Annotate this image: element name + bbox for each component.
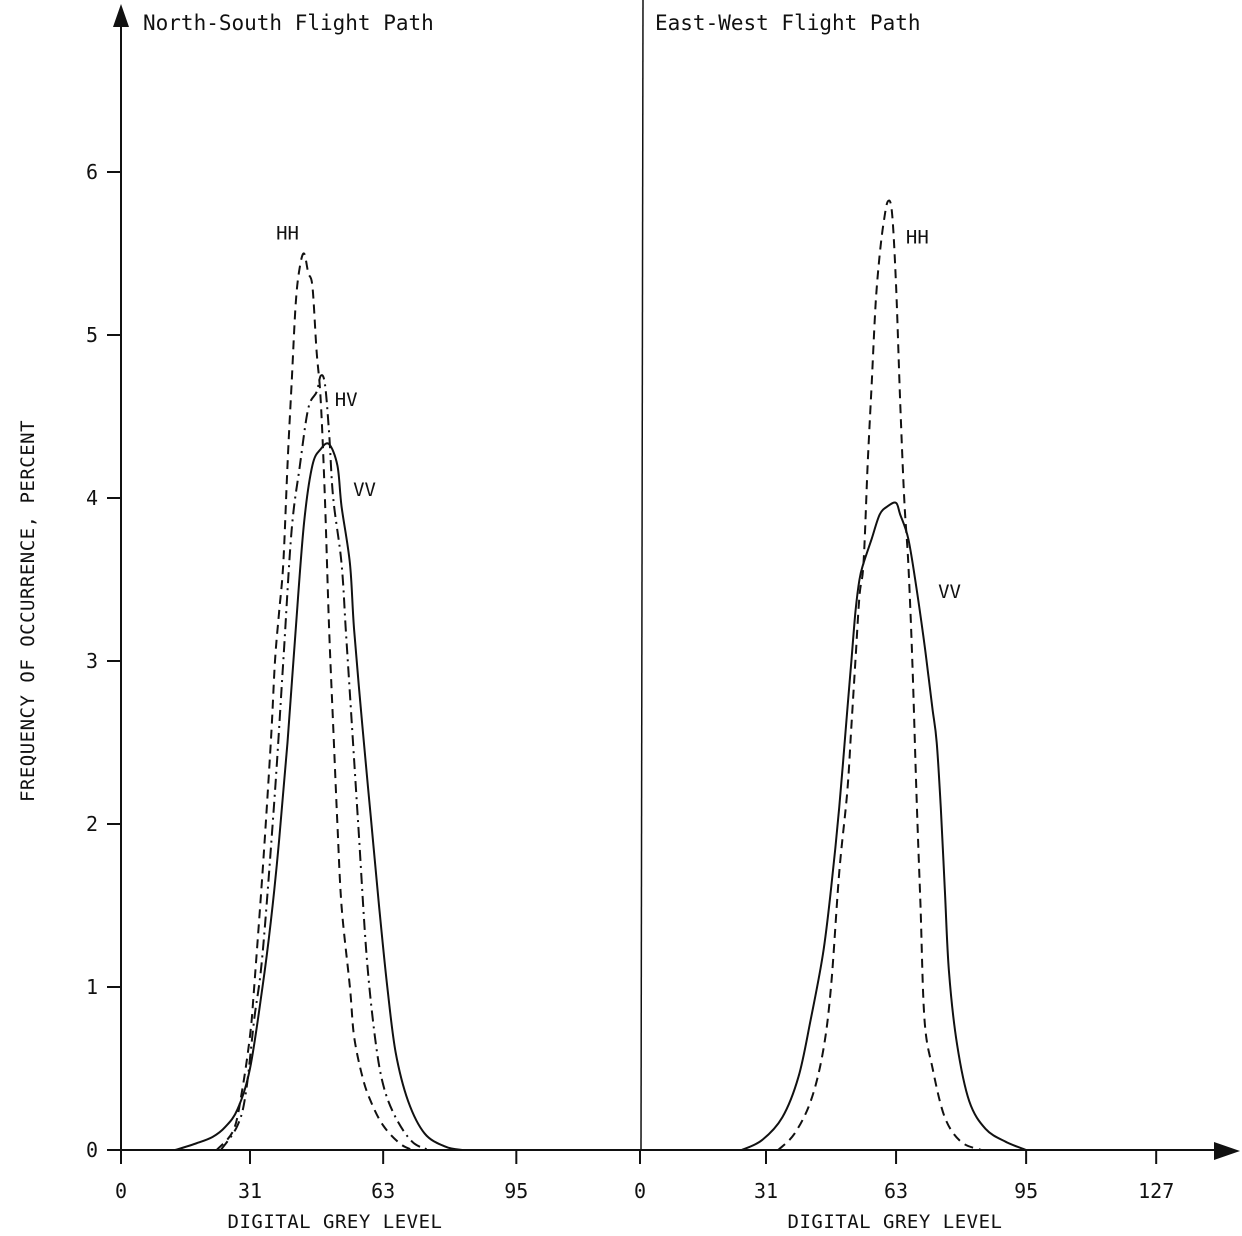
- x-tick-label: 0: [634, 1179, 646, 1203]
- series-label-hv: HV: [335, 389, 358, 411]
- series-label-hh: HH: [906, 226, 929, 248]
- y-axis-title: FREQUENCY OF OCCURRENCE, PERCENT: [17, 420, 39, 802]
- x-tick-label: 0: [115, 1179, 127, 1203]
- y-tick-label: 3: [86, 649, 98, 673]
- series-label-hh: HH: [276, 223, 299, 245]
- y-tick-label: 2: [86, 812, 98, 836]
- panel-title: North-South Flight Path: [143, 11, 434, 35]
- x-tick-label: 63: [884, 1179, 908, 1203]
- series-line-hv: [220, 374, 430, 1151]
- x-axis-arrow-icon: [1214, 1142, 1240, 1160]
- x-tick-label: 95: [504, 1179, 528, 1203]
- x-tick-label: 31: [754, 1179, 778, 1203]
- x-axis-title: DIGITAL GREY LEVEL: [228, 1211, 443, 1233]
- series-line-hh: [777, 199, 982, 1151]
- y-tick-label: 6: [86, 160, 98, 184]
- x-axis-title: DIGITAL GREY LEVEL: [788, 1211, 1003, 1233]
- y-tick-label: 5: [86, 323, 98, 347]
- series-line-vv: [741, 501, 1027, 1151]
- series-line-hh: [215, 252, 413, 1151]
- y-tick-label: 4: [86, 486, 98, 510]
- panel-divider: [640, 0, 644, 1151]
- axes-layer: [107, 0, 1240, 1164]
- panel-title: East-West Flight Path: [655, 11, 921, 35]
- x-tick-label: 95: [1014, 1179, 1038, 1203]
- y-axis-arrow-icon: [113, 4, 129, 27]
- x-tick-label: 63: [371, 1179, 395, 1203]
- text-layer: 0 1 2 3 4 5 6 FREQUENCY OF OCCURRENCE, PERCENT N…: [17, 11, 1174, 1233]
- y-tick-label: 0: [86, 1138, 98, 1162]
- series-line-vv: [174, 442, 463, 1151]
- series-label-vv: VV: [353, 479, 376, 501]
- y-tick-label: 1: [86, 975, 98, 999]
- x-tick-label: 31: [238, 1179, 262, 1203]
- x-tick-label: 127: [1138, 1179, 1174, 1203]
- series-layer: [174, 199, 1027, 1151]
- series-label-vv: VV: [938, 581, 961, 603]
